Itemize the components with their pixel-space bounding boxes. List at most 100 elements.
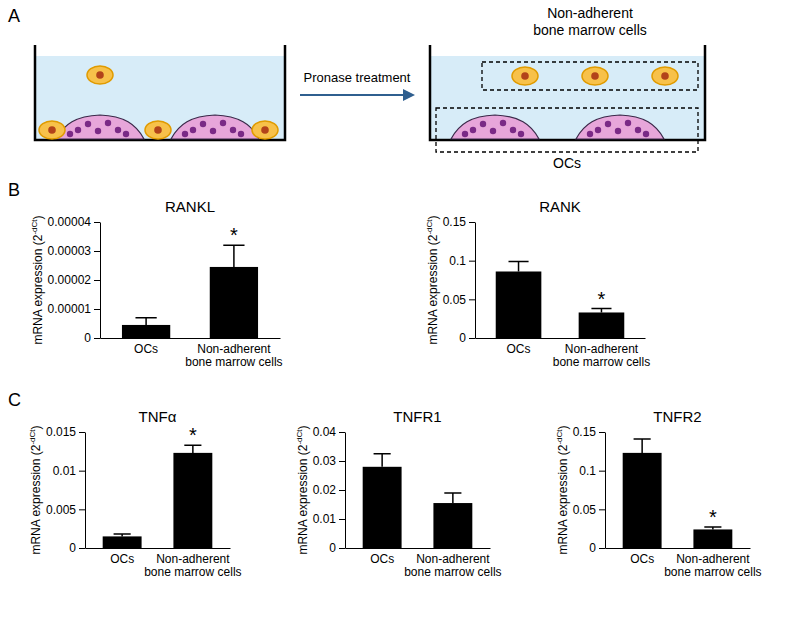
bar bbox=[496, 271, 542, 338]
chart: TNFR2 00.050.10.15 OCs Non-adherentbone mar… bbox=[555, 408, 762, 579]
tick: 0.05 bbox=[573, 503, 605, 517]
bottom-label: OCs bbox=[553, 155, 581, 171]
nucleus bbox=[190, 127, 196, 133]
tick-mark bbox=[339, 432, 345, 433]
tick-mark bbox=[79, 548, 85, 549]
tick: 0.15 bbox=[573, 425, 605, 439]
tick-label: 0.15 bbox=[443, 215, 467, 229]
tick-mark bbox=[469, 222, 475, 223]
well bbox=[35, 45, 285, 140]
y-axis: 00.050.10.15 bbox=[573, 425, 606, 555]
tick: 0.02 bbox=[313, 483, 345, 497]
axis-line bbox=[476, 338, 646, 339]
tick-label: 0.00001 bbox=[48, 302, 92, 316]
tick: 0.01 bbox=[313, 512, 345, 526]
text-line: bone marrow cells bbox=[553, 355, 650, 369]
nucleus bbox=[510, 127, 516, 133]
plot-marks bbox=[496, 261, 625, 338]
tick-label: 0 bbox=[84, 331, 91, 345]
text-line: OCs bbox=[370, 552, 394, 566]
axis-line bbox=[475, 223, 476, 339]
figure: APronase treatmentNon-adherentbone marro… bbox=[0, 0, 798, 624]
chart: BRANKL00.000010.000020.000030.00004OCsNo… bbox=[8, 180, 283, 369]
error-bar bbox=[444, 493, 461, 503]
y-axis-title-part: ) bbox=[296, 425, 310, 429]
y-axis-title: mRNA expression (2-dCt) bbox=[555, 425, 570, 554]
nucleus bbox=[220, 120, 226, 126]
text-line: bone marrow cells bbox=[664, 565, 761, 579]
nucleus bbox=[470, 127, 476, 133]
chart-title: RANK bbox=[539, 198, 581, 215]
y-axis-title-part: mRNA expression (2 bbox=[426, 234, 440, 344]
tick-label: 0.02 bbox=[313, 483, 337, 497]
tick-mark bbox=[79, 471, 85, 472]
tick: 0 bbox=[329, 541, 345, 555]
x-axis: OCs Non-adherentbone marrow cells bbox=[86, 548, 242, 579]
tick: Non-adherentbone marrow cells bbox=[553, 338, 650, 369]
tick: 0.05 bbox=[443, 293, 475, 307]
tick-mark bbox=[339, 519, 345, 520]
text-line: Non-adherent bbox=[156, 552, 230, 566]
axis-line bbox=[606, 548, 751, 549]
nucleus bbox=[605, 121, 611, 127]
chart-title: TNFR2 bbox=[653, 408, 701, 425]
text-line: Non-adherent bbox=[197, 342, 271, 356]
tick-mark bbox=[469, 299, 475, 300]
nucleus bbox=[200, 121, 206, 127]
y-axis-title: mRNA expression (2-dCt) bbox=[425, 215, 440, 344]
error-bar bbox=[184, 445, 201, 453]
nucleus bbox=[595, 127, 601, 133]
x-axis: OCs Non-adherentbone marrow cells bbox=[346, 548, 502, 579]
bone-marrow-cell bbox=[512, 67, 538, 85]
error-bar bbox=[634, 439, 651, 453]
tick-label: Non-adherentbone marrow cells bbox=[404, 552, 501, 580]
tick: 0 bbox=[69, 541, 85, 555]
tick-label: 0.05 bbox=[443, 293, 467, 307]
bar bbox=[363, 467, 402, 548]
chart: TNFR100.010.020.030.04OCsNon-adherentbon… bbox=[295, 408, 502, 579]
bar bbox=[173, 453, 212, 548]
y-axis-title-part: mRNA expression (2 bbox=[296, 444, 310, 554]
tick: 0.00004 bbox=[48, 215, 100, 229]
osteoclast bbox=[576, 115, 664, 139]
nucleus bbox=[48, 126, 56, 134]
tick-mark bbox=[79, 509, 85, 510]
y-axis-title-part: ) bbox=[29, 425, 43, 429]
tick-mark bbox=[469, 338, 475, 339]
tick: 0.1 bbox=[449, 254, 475, 268]
bar bbox=[122, 325, 170, 338]
tick-label: Non-adherentbone marrow cells bbox=[664, 552, 761, 580]
nucleus bbox=[521, 72, 529, 80]
chart-title: RANKL bbox=[165, 198, 215, 215]
tick-label: OCs bbox=[134, 342, 158, 356]
significance: * bbox=[709, 506, 717, 528]
nucleus bbox=[154, 126, 162, 134]
arrow-label: Pronase treatment bbox=[304, 70, 411, 85]
chart-title: TNFα bbox=[139, 408, 177, 425]
arrow-shaft bbox=[300, 94, 405, 96]
y-axis-title-part: -dCt bbox=[30, 219, 39, 235]
medium bbox=[36, 56, 284, 139]
text-line: bone marrow cells bbox=[185, 355, 282, 369]
text-line: Non-adherent bbox=[565, 342, 639, 356]
osteoclast bbox=[451, 115, 539, 139]
axis-line bbox=[346, 548, 491, 549]
tick: Non-adherentbone marrow cells bbox=[144, 548, 241, 579]
y-axis-title-part: -dCt bbox=[28, 429, 37, 445]
tick-mark bbox=[339, 548, 345, 549]
bar bbox=[623, 453, 662, 548]
tick: OCs bbox=[507, 338, 531, 356]
nucleus bbox=[615, 128, 621, 134]
y-axis-title-part: -dCt bbox=[555, 429, 564, 445]
tick-label: 0.01 bbox=[313, 512, 337, 526]
tick-label: Non-adherentbone marrow cells bbox=[185, 342, 282, 370]
nucleus bbox=[480, 121, 486, 127]
text-line: OCs bbox=[630, 552, 654, 566]
y-axis-title: mRNA expression (2-dCt) bbox=[295, 425, 310, 554]
tick-mark bbox=[94, 309, 100, 310]
tick-label: OCs bbox=[110, 552, 134, 566]
tick-mark bbox=[599, 432, 605, 433]
nucleus bbox=[587, 131, 593, 137]
error-bar bbox=[135, 318, 156, 325]
osteoclast bbox=[171, 115, 259, 139]
